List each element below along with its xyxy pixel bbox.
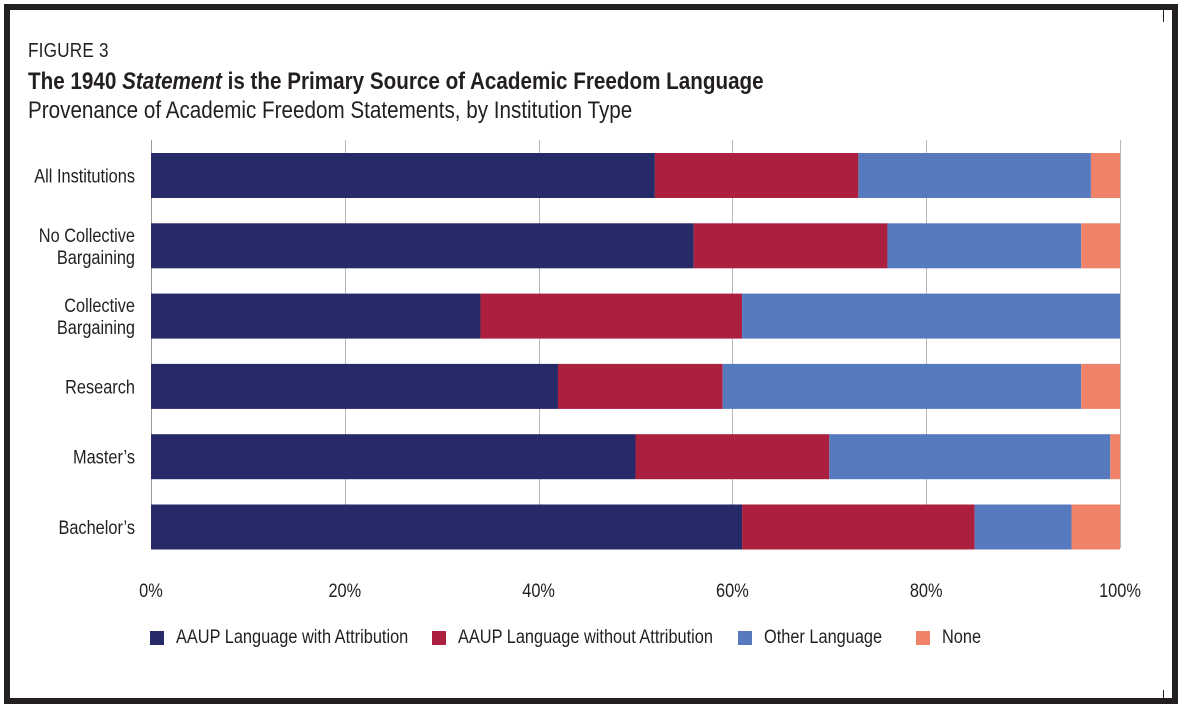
bar-segment	[974, 504, 1072, 550]
legend-swatch	[916, 631, 931, 645]
bar-segment	[1110, 434, 1120, 480]
category-label: Bachelor’s	[58, 517, 135, 538]
bar-segment	[151, 434, 636, 480]
figure-frame	[4, 4, 1178, 704]
bar-segment	[887, 223, 1082, 269]
title-suffix: is the Primary Source of Academic Freedo…	[221, 68, 764, 95]
category-label: Collective	[64, 295, 135, 316]
title-prefix: The 1940	[28, 68, 123, 95]
figure-label: FIGURE 3	[28, 40, 109, 62]
chart-title: The 1940 Statement is the Primary Source…	[28, 68, 764, 96]
frame-corner-mark-bottom	[1163, 690, 1164, 698]
legend-item: None	[916, 627, 982, 649]
category-label: Bargaining	[57, 317, 135, 338]
category-label: Master’s	[73, 447, 135, 468]
bar-segment	[858, 153, 1091, 198]
x-tick-label: 80%	[910, 580, 943, 601]
x-tick-label: 20%	[328, 580, 361, 601]
category-label: All Institutions	[34, 165, 135, 186]
bar-segment	[151, 223, 694, 269]
bar-segment	[1071, 504, 1120, 550]
bar-segment	[1081, 223, 1120, 269]
legend-item: Other Language	[737, 627, 882, 649]
x-tick-label: 40%	[522, 580, 555, 601]
bar-segment	[151, 153, 655, 198]
bar-segment	[693, 223, 888, 269]
bar-segment	[151, 363, 558, 409]
bar-segment	[151, 504, 743, 550]
bar-segment	[480, 293, 743, 339]
x-tick-label: 60%	[716, 580, 749, 601]
legend-item: AAUP Language without Attribution	[432, 627, 713, 649]
bar-segment	[635, 434, 830, 480]
category-label: No Collective	[39, 225, 135, 246]
bar-segment	[557, 363, 723, 409]
bar-segment	[742, 504, 975, 550]
category-label: Research	[65, 376, 135, 397]
bar-segment	[742, 293, 1120, 339]
legend-label: Other Language	[763, 627, 882, 648]
frame-corner-mark	[1163, 10, 1164, 22]
bar-segment	[829, 434, 1111, 480]
chart-subtitle: Provenance of Academic Freedom Statement…	[28, 97, 633, 124]
legend-item: AAUP Language with Attribution	[150, 627, 408, 649]
x-tick-label: 100%	[1099, 580, 1141, 601]
bar-segment	[151, 293, 481, 339]
legend-swatch	[737, 631, 752, 645]
category-label: Bargaining	[57, 247, 135, 268]
legend-label: AAUP Language without Attribution	[458, 627, 714, 648]
title-italic: Statement	[122, 68, 222, 95]
bar-segment	[1090, 153, 1120, 198]
bar-segment	[722, 363, 1082, 409]
legend-label: AAUP Language with Attribution	[176, 627, 409, 648]
legend-swatch	[432, 631, 447, 645]
legend-swatch	[150, 631, 164, 645]
legend-label: None	[942, 627, 982, 648]
bar-segment	[1081, 363, 1120, 409]
chart-legend: AAUP Language with Attribution AAUP Langu…	[150, 627, 982, 649]
x-tick-label: 0%	[139, 580, 163, 601]
bar-segment	[654, 153, 859, 198]
